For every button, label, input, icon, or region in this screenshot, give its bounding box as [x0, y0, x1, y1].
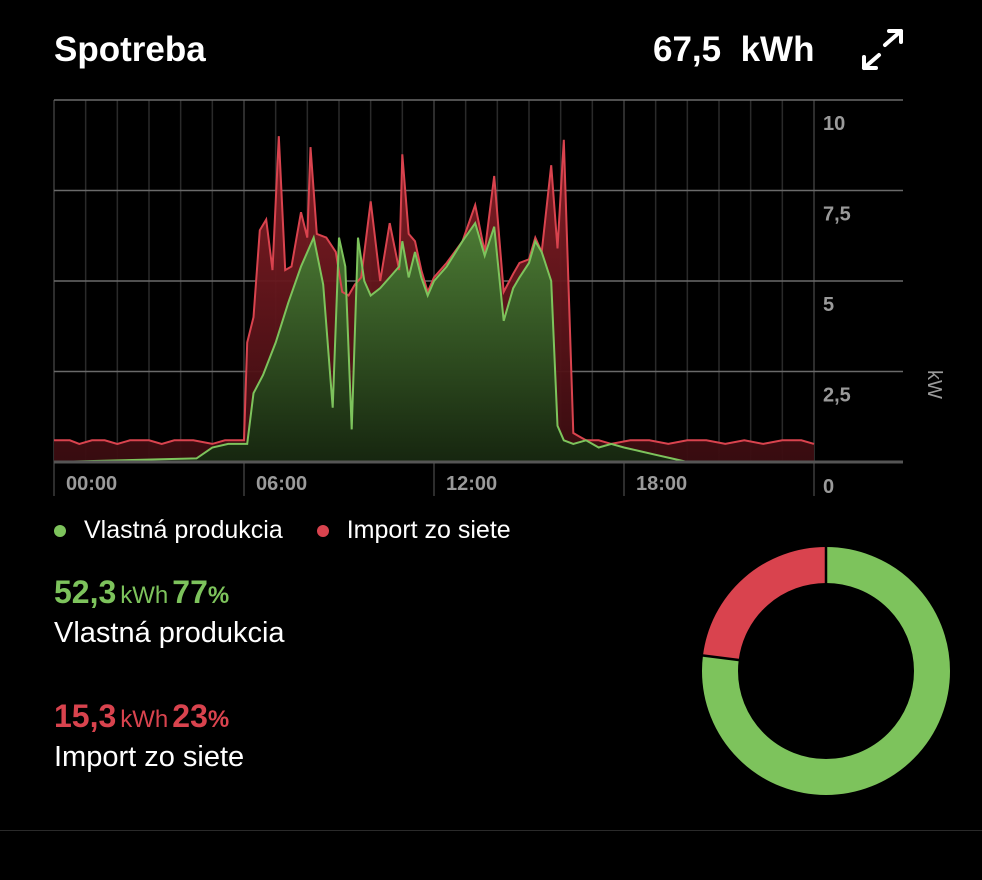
expand-arrows-icon: [862, 29, 903, 70]
chart-legend: Vlastná produkcia Import zo siete: [54, 516, 511, 545]
legend-item-import: Import zo siete: [316, 516, 511, 545]
legend-label-production: Vlastná produkcia: [84, 516, 283, 544]
share-donut-chart: [700, 545, 950, 795]
donut-separators: [700, 545, 828, 662]
legend-item-production: Vlastná produkcia: [54, 516, 283, 545]
stat-import-unit: kWh: [120, 706, 169, 733]
total-consumption: 67,5 kWh: [653, 30, 814, 70]
stat-production-unit: kWh: [120, 582, 169, 609]
card-title: Spotreba: [54, 30, 206, 69]
y-tick-label: 0: [823, 476, 834, 498]
production-line: [53, 220, 814, 463]
x-axis-ticks: 00:00 06:00 12:00 18:00: [66, 473, 687, 495]
x-tick-label: 18:00: [636, 473, 687, 495]
total-unit: kWh: [740, 30, 815, 69]
stat-production-percent: 77: [172, 574, 208, 610]
import-line: [54, 136, 815, 445]
total-value: 67,5: [653, 30, 722, 69]
stat-import-value: 15,3: [54, 698, 117, 734]
legend-dot-production: [54, 524, 66, 537]
stat-import-label: Import zo siete: [54, 741, 245, 773]
stat-production-value: 52,3: [54, 574, 117, 610]
expand-button[interactable]: [858, 28, 906, 72]
stat-production-pct-sign: %: [207, 582, 230, 609]
y-axis-ticks: 10 7,5 5 2,5 0: [823, 113, 851, 498]
stat-import-values: 15,3 kWh 23%: [54, 698, 244, 735]
y-tick-label: 10: [823, 113, 845, 135]
y-tick-label: 2,5: [823, 385, 851, 407]
legend-dot-import: [316, 524, 329, 537]
y-axis-label: kW: [923, 370, 945, 399]
x-tick-label: 12:00: [446, 473, 497, 495]
consumption-chart: 00:00 06:00 12:00 18:00 10 7,5 5 2,5 0 kW: [53, 99, 945, 498]
stat-import: 15,3 kWh 23% Import zo siete: [54, 698, 244, 774]
bottom-divider: [0, 830, 982, 831]
x-tick-label: 00:00: [66, 473, 117, 495]
legend-label-import: Import zo siete: [346, 516, 511, 544]
y-tick-label: 5: [823, 294, 834, 316]
donut-separator: [700, 653, 741, 662]
production-area: [54, 223, 814, 462]
stat-import-pct-sign: %: [207, 706, 230, 733]
x-tick-label: 06:00: [256, 473, 307, 495]
y-tick-label: 7,5: [823, 204, 851, 226]
stat-production: 52,3 kWh 77% Vlastná produkcia: [54, 574, 285, 650]
stat-production-label: Vlastná produkcia: [54, 617, 285, 649]
stat-import-percent: 23: [172, 698, 208, 734]
stat-production-values: 52,3 kWh 77%: [54, 574, 285, 611]
